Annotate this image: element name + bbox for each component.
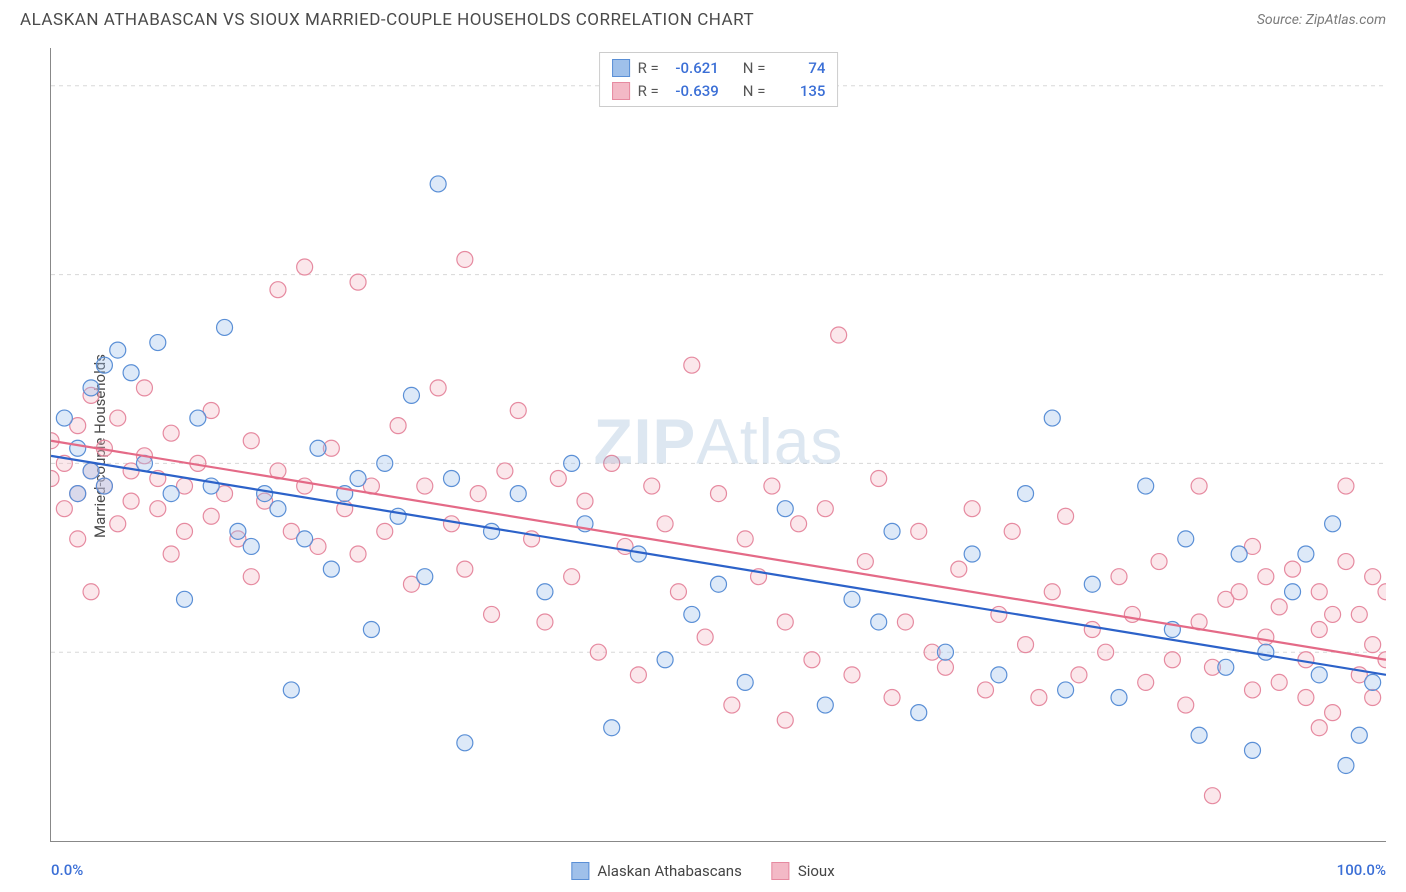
swatch-icon [571,862,589,880]
legend-item: Alaskan Athabascans [571,862,741,880]
x-tick-label-left: 0.0% [51,861,83,879]
x-tick-label-right: 100.0% [1337,861,1386,879]
legend-row: R = -0.621 N = 74 [612,57,826,80]
r-label: R = [638,80,659,103]
chart-title: ALASKAN ATHABASCAN VS SIOUX MARRIED-COUP… [20,10,754,30]
series-legend: Alaskan Athabascans Sioux [571,862,834,880]
correlation-legend: R = -0.621 N = 74 R = -0.639 N = 135 [599,52,839,107]
legend-row: R = -0.639 N = 135 [612,80,826,103]
swatch-icon [612,82,630,100]
legend-label-1: Sioux [798,862,835,880]
plot-region: ZIPAtlas R = -0.621 N = 74 R = -0.639 N … [50,48,1386,842]
swatch-icon [612,59,630,77]
header: ALASKAN ATHABASCAN VS SIOUX MARRIED-COUP… [0,0,1406,36]
legend-item: Sioux [772,862,835,880]
chart-area: ZIPAtlas R = -0.621 N = 74 R = -0.639 N … [50,48,1386,842]
n-value-1: 135 [773,80,825,103]
swatch-icon [772,862,790,880]
n-label: N = [743,57,766,80]
plot-svg [51,48,1386,841]
r-value-0: -0.621 [667,57,719,80]
n-label: N = [743,80,766,103]
source-label: Source: ZipAtlas.com [1257,12,1386,28]
legend-label-0: Alaskan Athabascans [597,862,741,880]
r-value-1: -0.639 [667,80,719,103]
n-value-0: 74 [773,57,825,80]
r-label: R = [638,57,659,80]
